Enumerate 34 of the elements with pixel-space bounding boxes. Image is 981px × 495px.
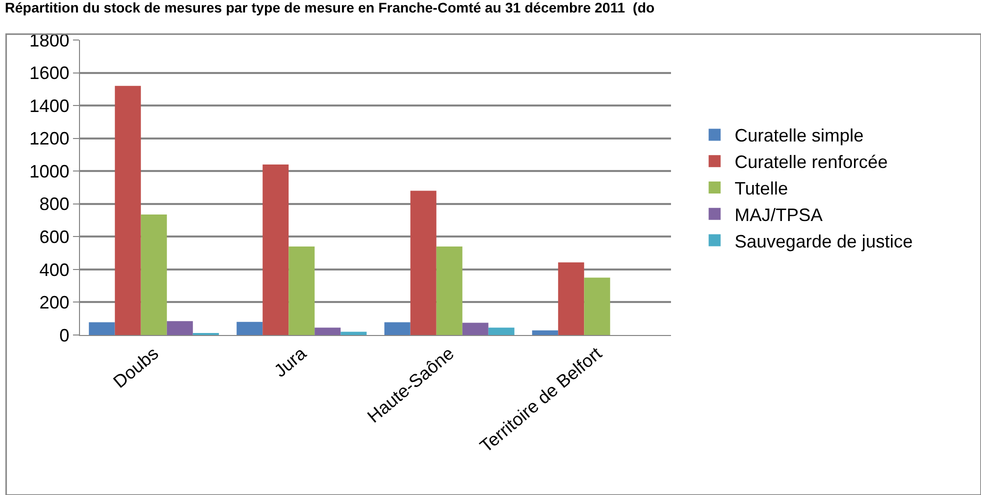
legend-label: MAJ/TPSA bbox=[734, 204, 823, 225]
y-tick-label: 1000 bbox=[29, 161, 70, 182]
chart-title: Répartition du stock de mesures par type de mesure en Franche-Comté au 31 décembre 2011 (do bbox=[4, 0, 655, 16]
y-tick-label: 0 bbox=[59, 325, 70, 346]
y-tick-label: 1200 bbox=[29, 128, 70, 149]
bar bbox=[288, 246, 315, 335]
bar bbox=[488, 328, 514, 335]
bar bbox=[410, 190, 436, 335]
y-tick-label: 800 bbox=[39, 194, 70, 214]
x-tick-label: Jura bbox=[270, 342, 311, 382]
y-tick-label: 1600 bbox=[29, 63, 70, 84]
legend-label: Curatelle renforcée bbox=[734, 152, 888, 172]
bar bbox=[262, 164, 289, 335]
bar bbox=[558, 262, 584, 335]
bar bbox=[384, 322, 410, 335]
y-tick-label: 600 bbox=[39, 226, 70, 247]
bar bbox=[584, 278, 610, 335]
bar bbox=[532, 330, 558, 335]
y-tick-label: 1400 bbox=[29, 96, 70, 116]
bar bbox=[140, 214, 167, 335]
bar bbox=[114, 86, 141, 335]
bar bbox=[236, 322, 263, 335]
legend-label: Sauvegarde de justice bbox=[734, 231, 913, 252]
y-tick-label: 1800 bbox=[29, 30, 70, 50]
legend-label: Curatelle simple bbox=[734, 126, 864, 146]
bar bbox=[88, 322, 115, 335]
y-tick-label: 400 bbox=[39, 260, 70, 280]
bar bbox=[462, 322, 488, 335]
legend-label: Tutelle bbox=[734, 178, 788, 199]
bar bbox=[314, 328, 341, 335]
bar bbox=[436, 246, 462, 335]
bar bbox=[166, 321, 193, 335]
y-tick-label: 200 bbox=[39, 292, 70, 313]
bar bbox=[340, 332, 367, 335]
